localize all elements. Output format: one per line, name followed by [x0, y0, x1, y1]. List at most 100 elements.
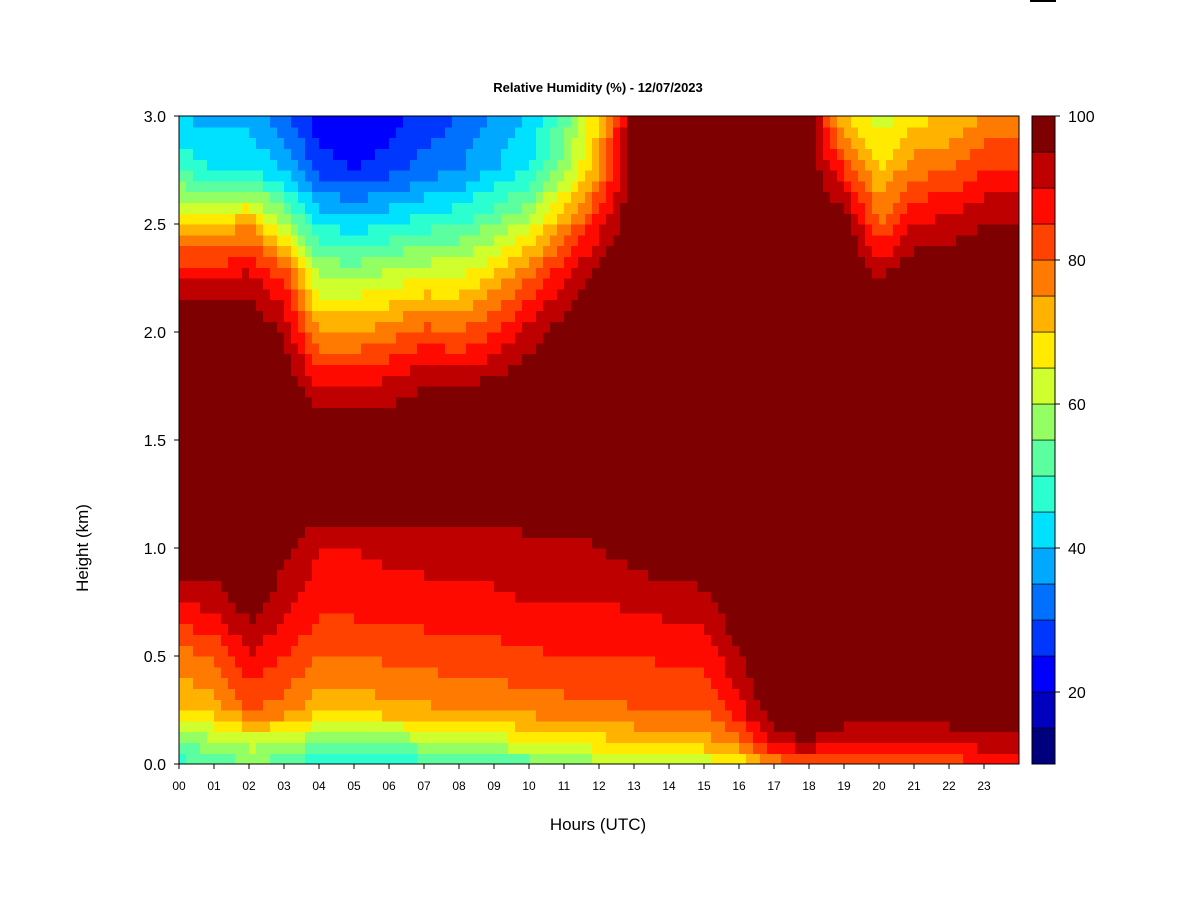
heatmap-cell [760, 699, 768, 711]
heatmap-cell [270, 612, 278, 625]
heatmap-cell [431, 677, 439, 689]
heatmap-cell [403, 429, 411, 441]
heatmap-cell [585, 526, 593, 538]
heatmap-cell [410, 159, 418, 171]
heatmap-cell [620, 558, 628, 571]
heatmap-cell [494, 710, 502, 722]
heatmap-cell [760, 720, 768, 733]
heatmap-cell [333, 450, 341, 463]
heatmap-cell [599, 137, 607, 149]
heatmap-cell [389, 537, 397, 549]
heatmap-cell [333, 612, 341, 625]
heatmap-cell [641, 494, 649, 506]
heatmap-cell [578, 580, 586, 592]
heatmap-cell [375, 267, 383, 279]
heatmap-cell [305, 321, 313, 333]
heatmap-cell [487, 548, 495, 560]
heatmap-cell [508, 342, 516, 355]
heatmap-cell [641, 515, 649, 527]
heatmap-cell [368, 731, 376, 743]
heatmap-cell [403, 753, 411, 764]
heatmap-cell [732, 558, 740, 571]
heatmap-cell [312, 321, 320, 333]
heatmap-cell [207, 137, 215, 149]
heatmap-cell [655, 299, 663, 311]
heatmap-cell [697, 256, 705, 268]
heatmap-cell [522, 688, 530, 700]
heatmap-cell [746, 720, 754, 733]
heatmap-cell [599, 688, 607, 700]
heatmap-cell [550, 440, 558, 452]
heatmap-cell [557, 720, 565, 733]
heatmap-cell [606, 461, 614, 473]
heatmap-cell [494, 526, 502, 538]
heatmap-cell [606, 472, 614, 484]
heatmap-cell [340, 256, 348, 268]
heatmap-cell [214, 494, 222, 506]
heatmap-cell [438, 256, 446, 268]
heatmap-cell [284, 753, 292, 764]
heatmap-cell [760, 591, 768, 603]
heatmap-cell [200, 332, 208, 344]
heatmap-cell [683, 137, 691, 149]
heatmap-cell [760, 645, 768, 657]
heatmap-cell [634, 418, 642, 430]
heatmap-cell [249, 159, 257, 171]
heatmap-cell [508, 461, 516, 473]
heatmap-cell [389, 548, 397, 560]
heatmap-cell [277, 342, 285, 355]
heatmap-cell [697, 375, 705, 387]
heatmap-cell [235, 753, 243, 764]
heatmap-cell [592, 288, 600, 301]
heatmap-cell [711, 742, 719, 754]
heatmap-cell [557, 407, 565, 419]
heatmap-cell [298, 386, 306, 398]
heatmap-cell [396, 407, 404, 419]
heatmap-cell [725, 213, 733, 225]
heatmap-cell [305, 396, 313, 409]
heatmap-cell [683, 245, 691, 257]
heatmap-cell [382, 645, 390, 657]
heatmap-cell [508, 699, 516, 711]
heatmap-cell [571, 526, 579, 538]
heatmap-cell [207, 742, 215, 754]
heatmap-cell [459, 666, 467, 679]
heatmap-cell [550, 137, 558, 149]
heatmap-cell [284, 591, 292, 603]
heatmap-cell [382, 537, 390, 549]
heatmap-cell [368, 450, 376, 463]
heatmap-cell [578, 126, 586, 139]
heatmap-cell [697, 213, 705, 225]
heatmap-cell [606, 386, 614, 398]
heatmap-cell [431, 191, 439, 203]
heatmap-cell [536, 580, 544, 592]
heatmap-cell [746, 321, 754, 333]
heatmap-cell [732, 364, 740, 376]
heatmap-cell [284, 688, 292, 700]
heatmap-cell [326, 612, 334, 625]
heatmap-cell [249, 191, 257, 203]
heatmap-cell [361, 483, 369, 495]
heatmap-cell [676, 429, 684, 441]
heatmap-cell [417, 299, 425, 311]
heatmap-cell [375, 191, 383, 203]
heatmap-cell [466, 472, 474, 484]
heatmap-cell [662, 267, 670, 279]
heatmap-cell [389, 656, 397, 668]
heatmap-cell [291, 310, 299, 322]
heatmap-cell [452, 699, 460, 711]
heatmap-cell [711, 126, 719, 139]
heatmap-cell [620, 234, 628, 247]
heatmap-cell [207, 580, 215, 592]
heatmap-cell [669, 602, 677, 614]
heatmap-cell [543, 688, 551, 700]
heatmap-cell [690, 353, 698, 365]
heatmap-cell [480, 504, 488, 517]
heatmap-cell [725, 191, 733, 203]
heatmap-cell [732, 515, 740, 527]
heatmap-cell [452, 375, 460, 387]
heatmap-cell [536, 548, 544, 560]
heatmap-cell [522, 720, 530, 733]
heatmap-cell [221, 396, 229, 409]
heatmap-cell [494, 126, 502, 139]
